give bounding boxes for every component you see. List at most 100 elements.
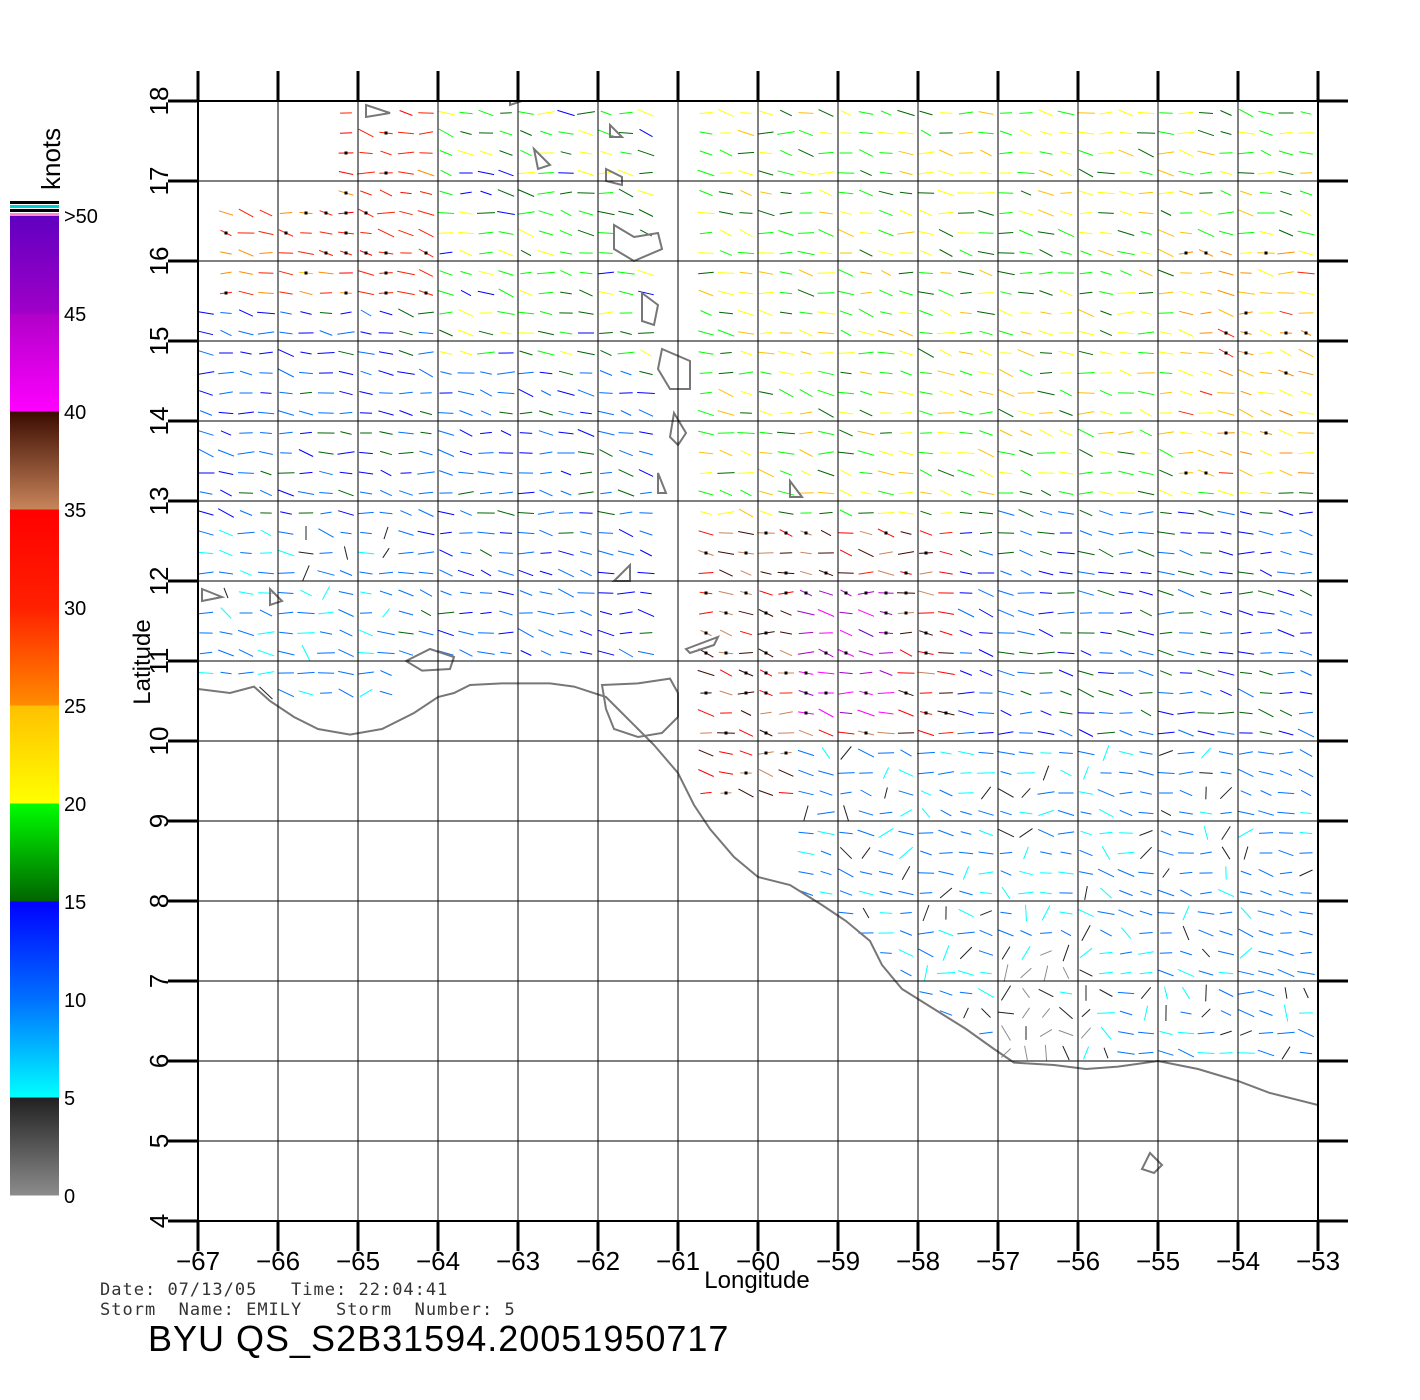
wind-vector — [1300, 209, 1312, 217]
wind-vector — [737, 472, 755, 474]
wind-vector — [237, 629, 255, 637]
wind-vector — [1160, 331, 1172, 335]
wind-vector — [1179, 691, 1193, 695]
x-tick-label: −56 — [1056, 1246, 1100, 1276]
wind-vector — [1099, 131, 1113, 135]
wind-vector — [1080, 1027, 1092, 1039]
wind-vector — [1259, 569, 1273, 577]
wind-vector — [639, 171, 653, 175]
wind-vector — [837, 772, 855, 774]
wind-vector — [1178, 111, 1194, 115]
wind-vector — [439, 569, 453, 577]
wind-vector — [1239, 947, 1253, 959]
wind-vector — [719, 629, 733, 637]
wind-vector — [539, 489, 553, 497]
wind-vector — [1118, 191, 1134, 195]
wind-vector — [378, 410, 394, 416]
wind-vector — [740, 450, 752, 456]
wind-vector — [618, 648, 634, 658]
wind-vector — [1137, 372, 1155, 374]
wind-vector — [719, 669, 733, 677]
wind-vector — [1039, 372, 1053, 374]
wind-vector — [240, 351, 252, 355]
wind-vector — [957, 731, 975, 735]
wind-vector — [418, 269, 434, 277]
wind-vector — [278, 252, 294, 254]
wind-vector — [1139, 932, 1153, 934]
wind-vector — [859, 530, 873, 536]
wind-vector — [919, 530, 933, 536]
rain-flag — [704, 551, 708, 555]
wind-vector — [437, 449, 455, 457]
wind-vector — [857, 330, 875, 336]
wind-vector — [400, 510, 412, 516]
wind-vector — [1139, 692, 1153, 694]
wind-vector — [757, 209, 775, 217]
wind-vector — [479, 389, 493, 397]
wind-vector — [1099, 451, 1113, 455]
wind-vector — [480, 611, 492, 615]
wind-vector — [419, 450, 433, 456]
wind-vector — [379, 511, 393, 515]
wind-vector — [1037, 731, 1055, 735]
wind-vector — [860, 169, 872, 177]
wind-vector — [978, 210, 994, 216]
wind-vector — [877, 512, 895, 514]
wind-vector — [458, 231, 474, 235]
x-tick-label: −62 — [576, 1246, 620, 1276]
wind-vector — [1138, 148, 1154, 158]
wind-vector — [1278, 271, 1294, 275]
wind-vector — [539, 371, 553, 375]
wind-vector — [859, 249, 873, 257]
wind-vector — [580, 569, 592, 577]
wind-vector — [1238, 610, 1254, 616]
wind-vector — [458, 630, 474, 636]
wind-vector — [900, 969, 912, 977]
wind-vector — [1103, 1047, 1109, 1059]
colorbar-top-stripe — [10, 201, 59, 204]
wind-vector — [698, 451, 714, 455]
wind-vector — [1139, 751, 1153, 755]
wind-vector — [1200, 552, 1212, 554]
wind-vector — [860, 291, 872, 295]
rain-flag — [904, 591, 908, 595]
wind-vector — [1198, 510, 1214, 516]
wind-vector — [1044, 1044, 1048, 1062]
wind-vector — [900, 370, 912, 376]
wind-vector — [220, 251, 232, 255]
wind-vector — [300, 232, 312, 234]
wind-vector — [1199, 332, 1213, 334]
wind-vector — [418, 509, 434, 517]
wind-vector — [1198, 412, 1214, 414]
wind-vector — [1058, 511, 1074, 515]
wind-vector — [1099, 351, 1113, 355]
wind-vector — [1019, 828, 1033, 838]
wind-vector — [617, 550, 635, 556]
wind-vector — [1200, 370, 1212, 376]
wind-vector — [1243, 846, 1249, 860]
wind-vector — [1200, 610, 1212, 616]
wind-vector — [299, 371, 313, 375]
wind-vector — [380, 670, 392, 676]
wind-vector — [1138, 1051, 1154, 1055]
wind-vector — [1157, 772, 1175, 774]
wind-vector — [358, 290, 374, 296]
rain-flag — [344, 231, 348, 235]
colorbar-tick-label: 35 — [64, 500, 86, 522]
wind-vector — [579, 289, 593, 297]
wind-vector — [1039, 151, 1053, 155]
wind-vector — [540, 552, 552, 554]
wind-vector — [760, 711, 772, 715]
wind-vector — [1200, 591, 1212, 595]
wind-vector — [338, 670, 354, 676]
rain-flag — [924, 631, 928, 635]
dominica-outline — [641, 291, 660, 327]
wind-vector — [1260, 890, 1272, 896]
wind-vector — [1238, 970, 1254, 976]
wind-vector — [1037, 651, 1055, 655]
wind-vector — [798, 769, 814, 777]
wind-vector — [758, 231, 774, 235]
wind-vector — [959, 370, 973, 376]
wind-vector — [840, 132, 852, 134]
